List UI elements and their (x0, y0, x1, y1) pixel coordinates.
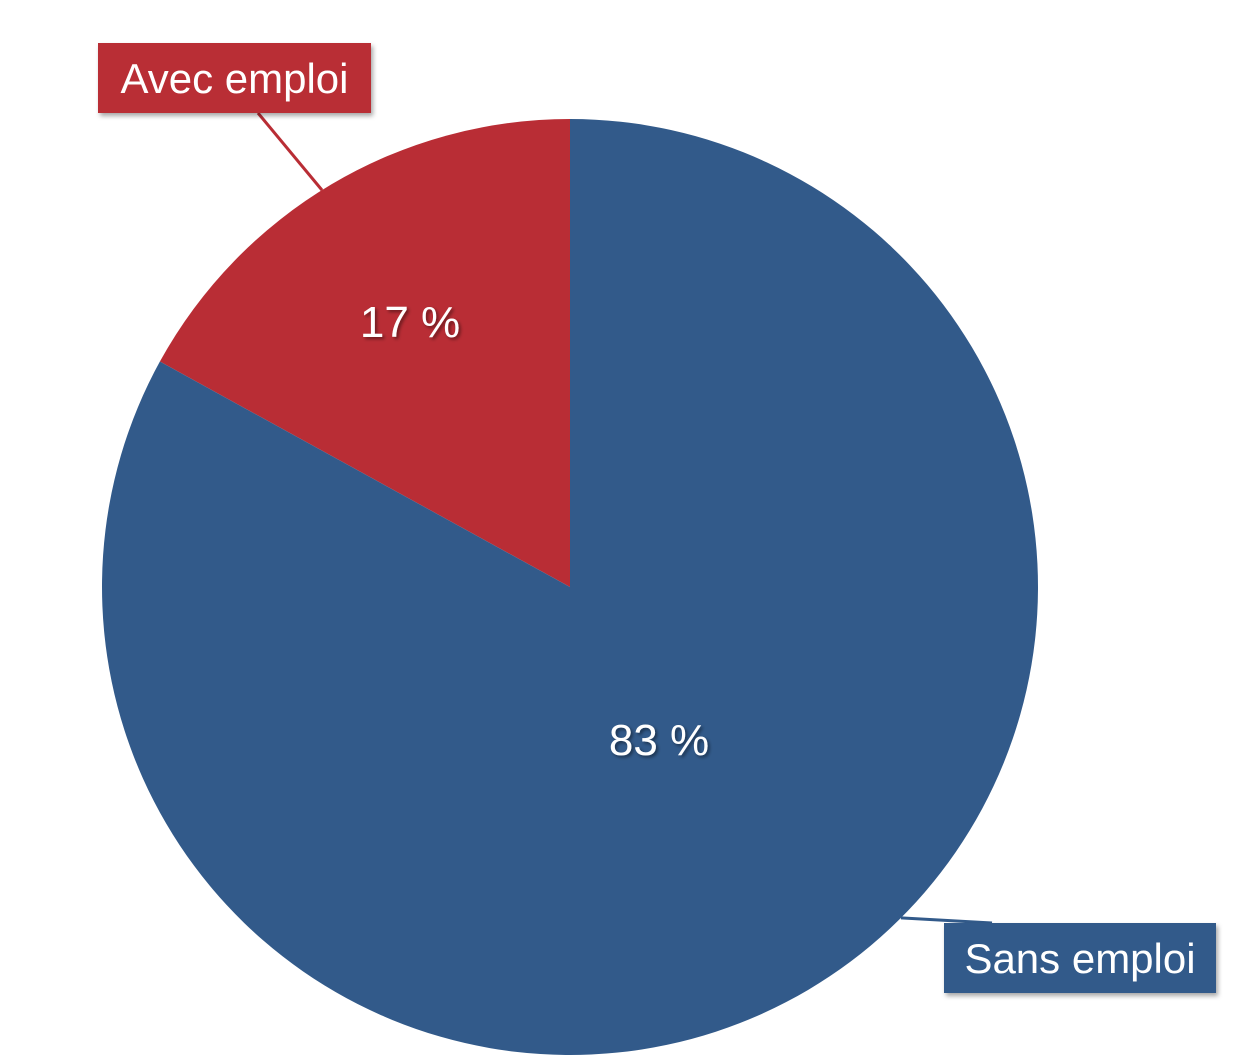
slice-value-label-avec-emploi: 17 % (360, 298, 460, 347)
leader-line-avec-emploi (256, 112, 324, 192)
callout-avec-emploi: Avec emploi (98, 43, 371, 113)
callout-box-avec-emploi (98, 43, 371, 113)
pie-slice-avec-emploi (159, 118, 570, 587)
callout-sans-emploi: Sans emploi (944, 923, 1216, 993)
leader-line-sans-emploi (900, 916, 993, 925)
callout-box-sans-emploi (944, 923, 1216, 993)
leader-lines (256, 112, 993, 925)
pie-slice-sans-emploi (102, 119, 1039, 1055)
category-label-avec-emploi: Avec emploi (120, 55, 348, 102)
category-label-sans-emploi: Sans emploi (964, 935, 1195, 982)
pie-slices (102, 118, 1039, 1055)
slice-value-label-sans-emploi: 83 % (609, 716, 709, 765)
